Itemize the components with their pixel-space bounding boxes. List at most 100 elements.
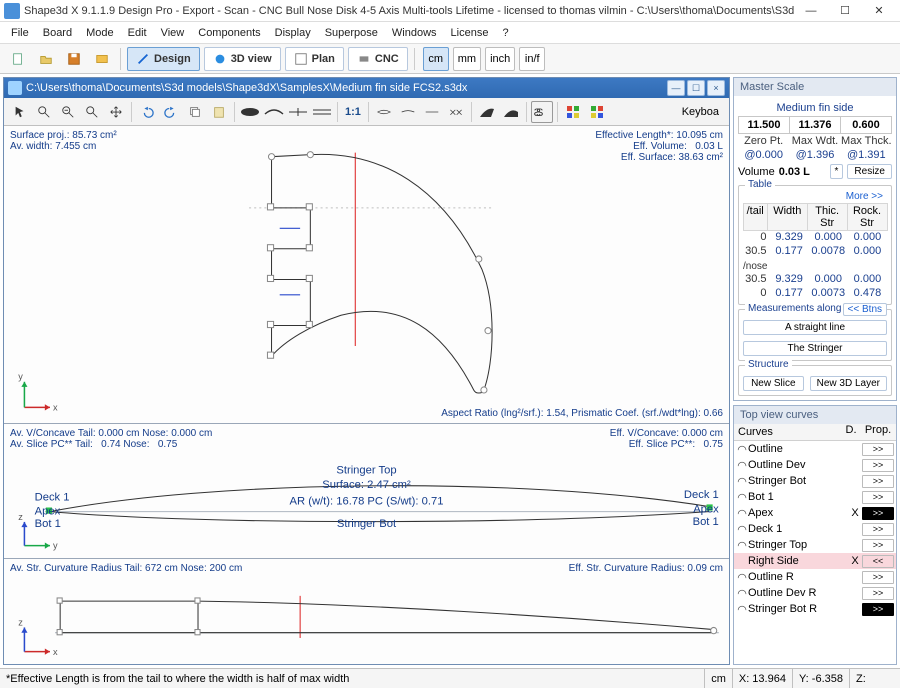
dim-val-zero[interactable]: @0.000 [738, 148, 789, 162]
menu-edit[interactable]: Edit [121, 27, 154, 39]
more-link[interactable]: More >> [743, 190, 887, 203]
menu-superpose[interactable]: Superpose [318, 27, 385, 39]
curve-row[interactable]: ◠Stringer Top>> [734, 537, 896, 553]
view1-icon[interactable] [373, 101, 395, 123]
pointer-icon[interactable] [9, 101, 31, 123]
template-icon[interactable] [91, 48, 113, 70]
curve-prop-button[interactable]: >> [862, 491, 894, 504]
tbl-hdr-thic[interactable]: Thic. Str [807, 203, 848, 231]
palette2-icon[interactable] [586, 101, 608, 123]
fin2-icon[interactable] [500, 101, 522, 123]
meas-straight-button[interactable]: A straight line [743, 320, 887, 335]
zoom-ratio[interactable]: 1:1 [345, 106, 361, 118]
unit-cm-button[interactable]: cm [423, 47, 449, 71]
fin1-icon[interactable] [476, 101, 498, 123]
new-slice-button[interactable]: New Slice [743, 376, 804, 391]
meas-stringer-button[interactable]: The Stringer [743, 341, 887, 356]
struct-group-label: Structure [745, 359, 792, 370]
menu-windows[interactable]: Windows [385, 27, 444, 39]
curve-row[interactable]: ◠ApexX>> [734, 505, 896, 521]
dim-length[interactable]: 11.500 [739, 117, 790, 133]
curve-row[interactable]: ◠Bot 1>> [734, 489, 896, 505]
outline-panel[interactable]: Surface proj.: 85.73 cm² Av. width: 7.45… [4, 126, 729, 424]
shape-outline-icon[interactable] [239, 101, 261, 123]
menu-board[interactable]: Board [36, 27, 79, 39]
undo-icon[interactable] [136, 101, 158, 123]
btns-toggle[interactable]: << Btns [843, 303, 887, 316]
pan-icon[interactable] [105, 101, 127, 123]
zoom-fit-icon[interactable] [81, 101, 103, 123]
curve-row[interactable]: ◠Outline Dev R>> [734, 585, 896, 601]
save-icon[interactable] [63, 48, 85, 70]
curve-row[interactable]: ◠Stringer Bot>> [734, 473, 896, 489]
menu-view[interactable]: View [154, 27, 192, 39]
menu-file[interactable]: File [4, 27, 36, 39]
star-button[interactable]: * [830, 164, 844, 179]
unit-mm-button[interactable]: mm [453, 47, 481, 71]
tbl-hdr-rock[interactable]: Rock. Str [847, 203, 888, 231]
keyboard-label[interactable]: Keyboa [676, 106, 725, 118]
minimize-button[interactable]: — [794, 0, 828, 22]
curve-prop-button[interactable]: >> [862, 443, 894, 456]
doc-close-button[interactable]: × [707, 80, 725, 96]
mirror-icon[interactable]: SS [531, 101, 553, 123]
curve-prop-button[interactable]: >> [862, 475, 894, 488]
mode-3dview-button[interactable]: 3D view [204, 47, 281, 71]
board-name: Medium fin side [738, 100, 892, 116]
maximize-button[interactable]: ☐ [828, 0, 862, 22]
shape-slice-icon[interactable] [287, 101, 309, 123]
shape-profile-icon[interactable] [263, 101, 285, 123]
palette1-icon[interactable] [562, 101, 584, 123]
dim-val-maxt[interactable]: @1.391 [841, 148, 892, 162]
menu-components[interactable]: Components [191, 27, 267, 39]
redo-icon[interactable] [160, 101, 182, 123]
curve-row[interactable]: ◠Deck 1>> [734, 521, 896, 537]
curve-prop-button[interactable]: >> [862, 587, 894, 600]
curve-prop-button[interactable]: << [862, 555, 894, 568]
menu-help[interactable]: ? [495, 27, 515, 39]
slice-panel[interactable]: Av. V/Concave Tail: 0.000 cm Nose: 0.000… [4, 424, 729, 559]
curve-prop-button[interactable]: >> [862, 603, 894, 616]
paste-icon[interactable] [208, 101, 230, 123]
copy-icon[interactable] [184, 101, 206, 123]
curve-row[interactable]: ◠Stringer Bot R>> [734, 601, 896, 617]
curve-row[interactable]: ◠Outline Dev>> [734, 457, 896, 473]
doc-maximize-button[interactable]: ☐ [687, 80, 705, 96]
curve-row[interactable]: Right SideX<< [734, 553, 896, 569]
curves-hdr-d[interactable]: D. [842, 424, 860, 440]
menu-mode[interactable]: Mode [79, 27, 121, 39]
doc-minimize-button[interactable]: — [667, 80, 685, 96]
curves-hdr-prop[interactable]: Prop. [860, 424, 896, 440]
curve-row[interactable]: ◠Outline>> [734, 441, 896, 457]
curve-prop-button[interactable]: >> [862, 523, 894, 536]
mode-design-button[interactable]: Design [127, 47, 200, 71]
curve-row[interactable]: ◠Outline R>> [734, 569, 896, 585]
dim-width[interactable]: 11.376 [790, 117, 841, 133]
tbl-hdr-width[interactable]: Width [767, 203, 808, 231]
new-3dlayer-button[interactable]: New 3D Layer [810, 376, 887, 391]
zoom-out-icon[interactable] [57, 101, 79, 123]
view2-icon[interactable] [397, 101, 419, 123]
new-file-icon[interactable] [7, 48, 29, 70]
dim-thick[interactable]: 0.600 [841, 117, 891, 133]
curve-prop-button[interactable]: >> [862, 539, 894, 552]
mode-plan-button[interactable]: Plan [285, 47, 344, 71]
dim-val-maxw[interactable]: @1.396 [789, 148, 840, 162]
menu-license[interactable]: License [444, 27, 496, 39]
curve-prop-button[interactable]: >> [862, 571, 894, 584]
mode-cnc-button[interactable]: CNC [348, 47, 408, 71]
shape-thickness-icon[interactable] [311, 101, 333, 123]
curve-prop-button[interactable]: >> [862, 459, 894, 472]
unit-inf-button[interactable]: in/f [519, 47, 545, 71]
open-icon[interactable] [35, 48, 57, 70]
curve-prop-button[interactable]: >> [862, 507, 894, 520]
view3-icon[interactable] [421, 101, 443, 123]
menu-display[interactable]: Display [268, 27, 318, 39]
curves-hdr-curves[interactable]: Curves [734, 424, 842, 440]
close-button[interactable]: ✕ [862, 0, 896, 22]
resize-button[interactable]: Resize [847, 164, 892, 179]
zoom-icon[interactable] [33, 101, 55, 123]
view4-icon[interactable] [445, 101, 467, 123]
unit-inch-button[interactable]: inch [485, 47, 515, 71]
profile-panel[interactable]: Av. Str. Curvature Radius Tail: 672 cm N… [4, 559, 729, 664]
